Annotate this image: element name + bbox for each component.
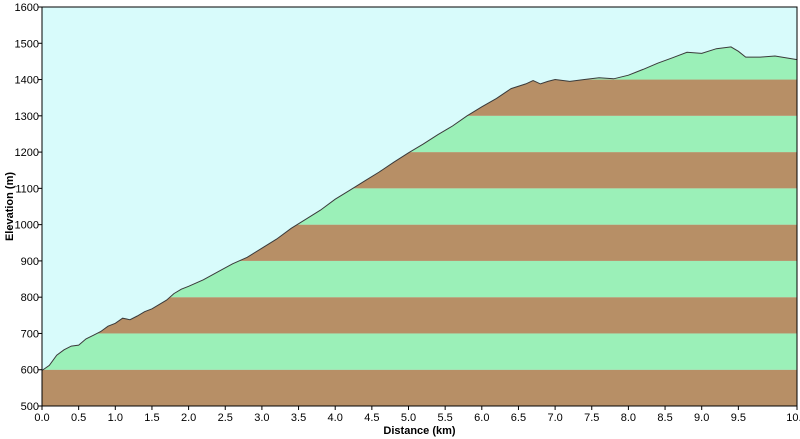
x-tick-label: 0.5 <box>71 412 86 424</box>
x-tick-label: 3.5 <box>291 412 306 424</box>
x-tick-label: 10.3 <box>786 412 800 424</box>
y-tick-label: 700 <box>21 328 39 340</box>
y-tick-label: 1500 <box>15 38 39 50</box>
y-axis-title: Elevation (m) <box>4 172 16 241</box>
x-tick-label: 6.5 <box>511 412 526 424</box>
x-tick-label: 4.5 <box>364 412 379 424</box>
elevation-band <box>42 369 797 406</box>
y-tick-label: 1100 <box>15 183 39 195</box>
x-tick-label: 3.0 <box>254 412 269 424</box>
y-tick-label: 1400 <box>15 75 39 87</box>
x-tick-label: 6.0 <box>474 412 489 424</box>
plot-border <box>41 6 798 407</box>
y-tick-label: 600 <box>21 365 39 377</box>
y-tick-label: 500 <box>21 401 39 413</box>
y-tick-label: 1300 <box>15 111 39 123</box>
x-axis-title: Distance (km) <box>383 425 455 437</box>
x-axis: 0.0 0.5 1.0 1.5 2.0 2.5 3.0 3.5 4.0 4.5 5.0 5.5 6.0 6… <box>34 406 800 424</box>
x-tick-label: 2.0 <box>181 412 196 424</box>
x-tick-label: 0.0 <box>34 412 49 424</box>
x-tick-label: 5.5 <box>438 412 453 424</box>
x-tick-label: 7.5 <box>584 412 599 424</box>
y-tick-label: 1600 <box>15 2 39 14</box>
x-tick-label: 2.5 <box>218 412 233 424</box>
y-tick-label: 1000 <box>15 220 39 232</box>
elevation-band <box>42 333 797 370</box>
x-tick-label: 9.0 <box>694 412 709 424</box>
y-axis: 500 600 700 800 900 1000 1100 1200 1300 1400 1500 1… <box>15 2 42 413</box>
x-tick-label: 8.5 <box>657 412 672 424</box>
elevation-profile-line <box>41 46 798 371</box>
y-tick-label: 900 <box>21 256 39 268</box>
x-tick-label: 8.0 <box>621 412 636 424</box>
elevation-band <box>42 297 797 334</box>
x-tick-label: 5.0 <box>401 412 416 424</box>
x-tick-label: 1.5 <box>144 412 159 424</box>
x-tick-label: 1.0 <box>108 412 123 424</box>
y-tick-label: 800 <box>21 292 39 304</box>
x-tick-label: 9.5 <box>731 412 746 424</box>
x-tick-label: 4.0 <box>328 412 343 424</box>
x-tick-label: 7.0 <box>547 412 562 424</box>
y-tick-label: 1200 <box>15 147 39 159</box>
